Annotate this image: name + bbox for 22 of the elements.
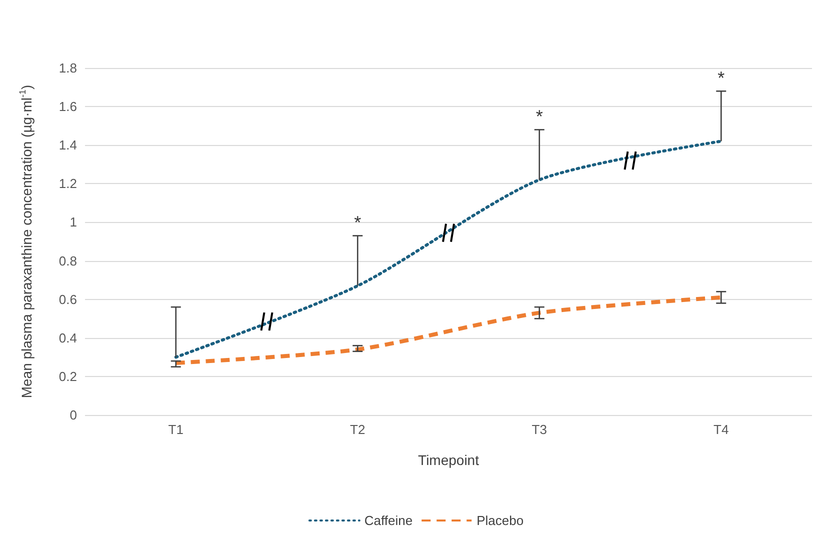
y-tick-label: 0.2 [58,368,77,384]
x-tick-label: T1 [168,422,184,437]
y-tick-label: 0.8 [58,253,77,268]
x-tick-label: T4 [714,422,729,437]
line-series [174,140,723,359]
y-tick-label: 0.4 [58,330,77,346]
y-tick-label: 0 [70,408,77,422]
annotation: * [354,212,362,233]
y-tick-label: 1.6 [58,99,77,114]
x-tick-label: T3 [532,422,547,437]
annotation: * [718,68,725,88]
legend-label: Caffeine [364,513,413,528]
y-tick-label: 1.8 [58,60,77,76]
legend-label: Placebo [476,513,524,528]
y-tick-label: 1 [70,214,77,230]
x-tick-label: T2 [350,422,366,437]
y-tick-label: 1.4 [58,138,77,153]
x-axis-title: Timepoint [418,452,480,468]
annotation: * [536,106,543,127]
y-tick-label: 1.2 [58,176,77,192]
y-axis-title: Mean plasma paraxanthine concentration (µg·ml-1) [18,84,34,398]
y-tick-label: 0.6 [58,292,77,307]
